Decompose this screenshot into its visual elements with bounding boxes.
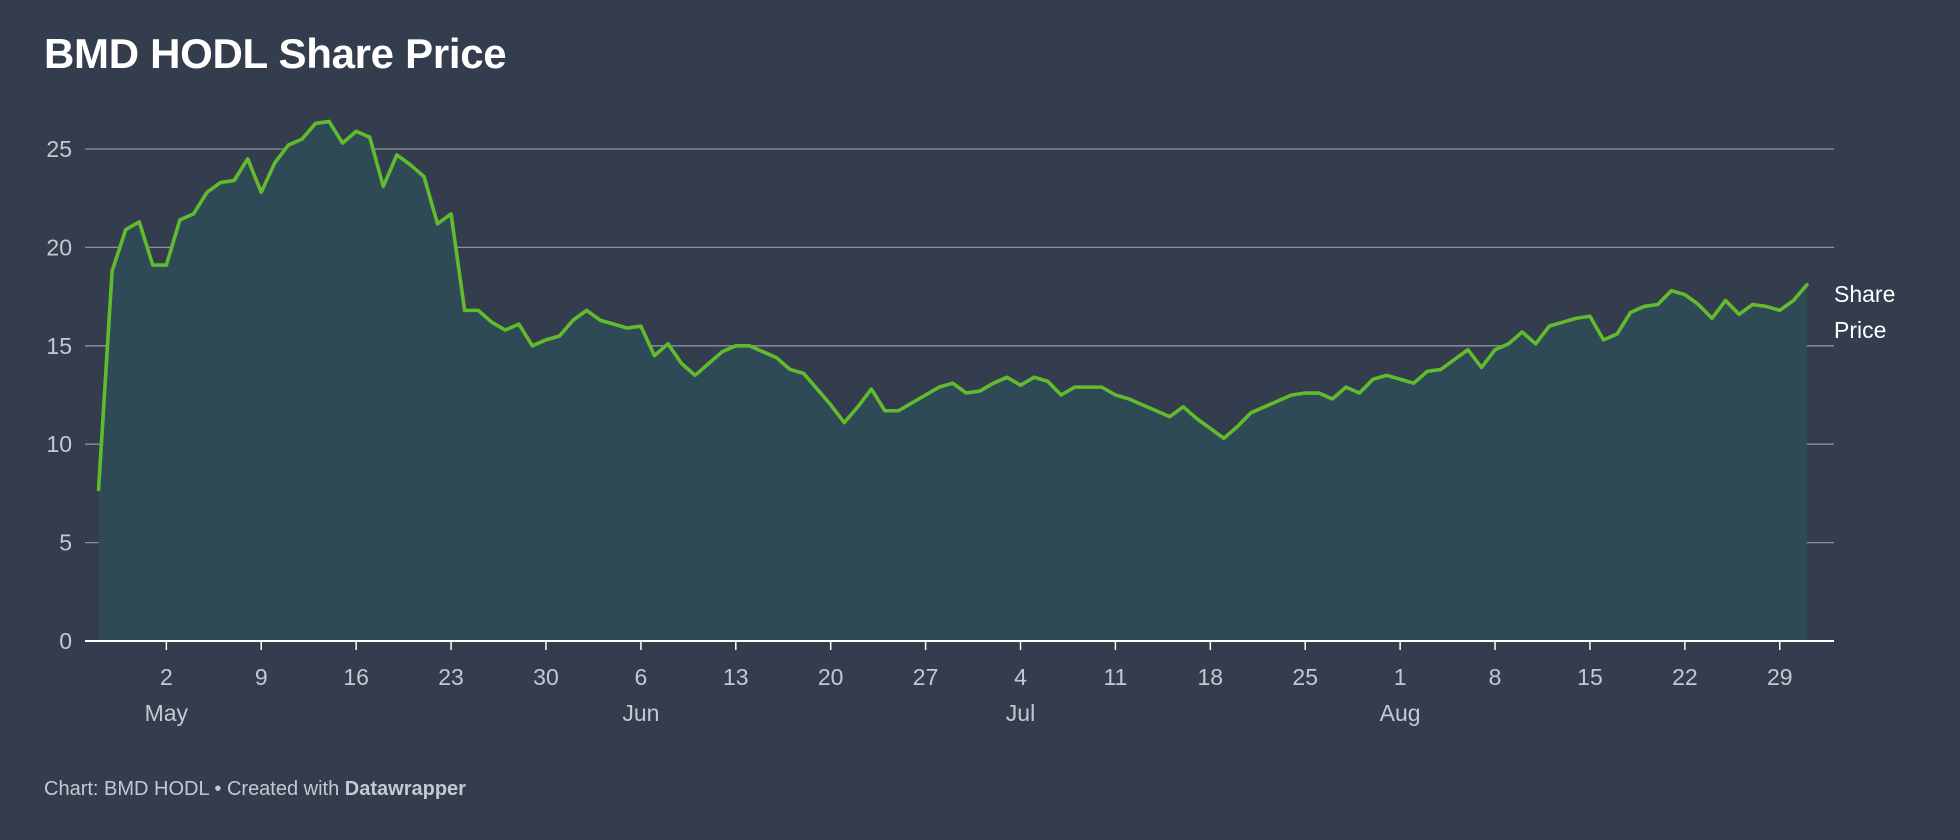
x-tick-label: 15 xyxy=(1577,664,1603,690)
y-axis: 0 5 10 15 20 25 xyxy=(46,136,72,654)
x-tick-label: 16 xyxy=(343,664,369,690)
x-tick-label: 2 xyxy=(160,664,173,690)
series-label: Share xyxy=(1834,281,1895,307)
y-tick-label: 10 xyxy=(46,431,72,457)
series-label: Price xyxy=(1834,317,1886,343)
x-axis: 2 May 9 16 23 30 6 Jun 13 20 27 4 Jul 11 18 25 1 Aug 8 15 22… xyxy=(85,640,1834,726)
y-tick-label: 0 xyxy=(59,628,72,654)
y-tick-label: 25 xyxy=(46,136,72,162)
x-tick-label: 18 xyxy=(1198,664,1224,690)
x-tick-label: 25 xyxy=(1292,664,1318,690)
x-month-label: May xyxy=(145,700,189,726)
x-month-label: Jul xyxy=(1006,700,1035,726)
datawrapper-credit: Datawrapper xyxy=(344,778,466,800)
x-tick-label: 27 xyxy=(913,664,939,690)
x-tick-label: 8 xyxy=(1489,664,1502,690)
x-tick-label: 6 xyxy=(634,664,647,690)
y-tick-label: 5 xyxy=(59,530,72,556)
x-tick-label: 13 xyxy=(723,664,749,690)
x-tick-label: 20 xyxy=(818,664,844,690)
chart-footer: Chart: BMD HODL • Created with Datawrapp… xyxy=(44,778,466,801)
x-month-label: Aug xyxy=(1380,700,1421,726)
share-price-line xyxy=(96,119,1809,492)
x-tick-label: 1 xyxy=(1394,664,1407,690)
x-tick-label: 22 xyxy=(1672,664,1698,690)
area-fill-layer xyxy=(98,121,1807,641)
footer-credit: Chart: BMD HODL • Created with xyxy=(44,778,345,800)
chart-title: BMD HODL Share Price xyxy=(44,30,507,77)
x-tick-label: 4 xyxy=(1014,664,1027,690)
y-tick-label: 20 xyxy=(46,234,72,260)
x-tick-label: 29 xyxy=(1767,664,1793,690)
share-price-area xyxy=(98,121,1807,641)
x-tick-label: 11 xyxy=(1103,664,1127,690)
line-layer xyxy=(96,119,1809,492)
y-tick-label: 15 xyxy=(46,333,72,359)
x-tick-label: 30 xyxy=(533,664,559,690)
x-month-label: Jun xyxy=(622,700,659,726)
x-tick-label: 23 xyxy=(438,664,464,690)
series-label-layer: Share Price xyxy=(1834,281,1895,343)
x-tick-label: 9 xyxy=(255,664,268,690)
